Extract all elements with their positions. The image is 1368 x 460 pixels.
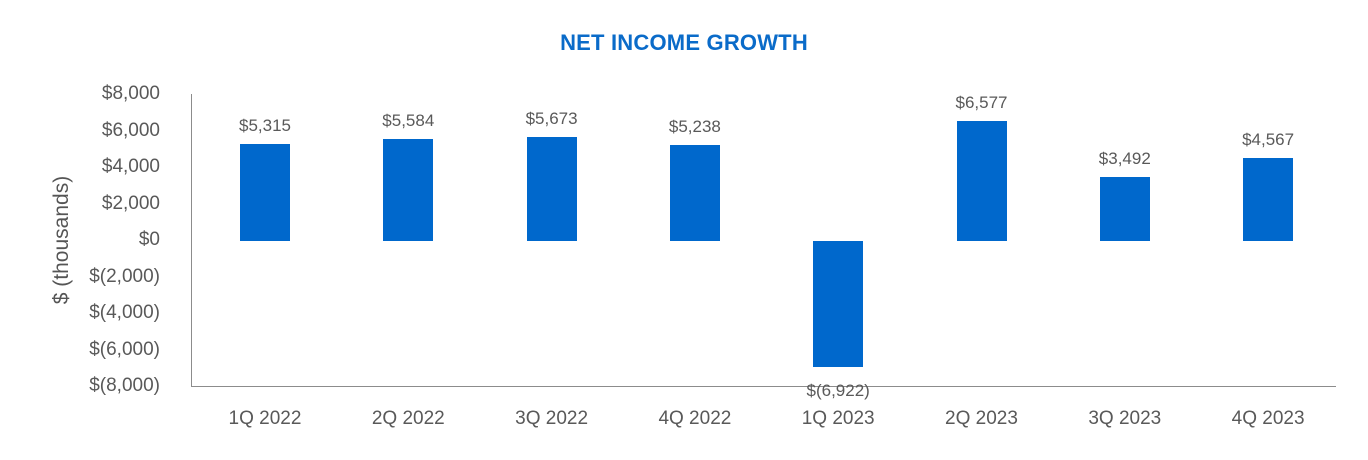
y-tick-label: $4,000: [101, 156, 160, 177]
x-tick-label: 4Q 2023: [1231, 408, 1305, 429]
data-label: $3,492: [1098, 149, 1151, 169]
data-label: $4,567: [1242, 129, 1295, 149]
data-label: $(6,922): [806, 381, 870, 401]
y-tick-label: $2,000: [101, 192, 160, 214]
x-tick-label: 1Q 2023: [801, 408, 875, 429]
bar-4q-2023: [1243, 157, 1294, 241]
x-tick-label: 2Q 2023: [945, 408, 1018, 429]
x-axis-line: [191, 386, 1336, 387]
y-tick-label: $0: [138, 229, 160, 250]
bar-1q-2022: [240, 144, 290, 241]
bar-4q-2022: [669, 145, 720, 241]
y-tick-label: $8,000: [101, 83, 160, 104]
y-axis-line: [191, 94, 192, 387]
y-tick-label: $6,000: [101, 119, 160, 141]
x-tick-label: 3Q 2023: [1088, 408, 1162, 429]
data-label: $5,584: [382, 111, 435, 131]
data-label: $5,315: [239, 116, 291, 135]
bar-3q-2022: [526, 137, 577, 241]
y-tick-label: $(6,000): [89, 338, 160, 360]
x-tick-label: 4Q 2022: [658, 408, 732, 429]
bar-1q-2023: [813, 241, 864, 368]
bar-3q-2023: [1099, 177, 1150, 241]
data-label: $5,673: [525, 109, 578, 129]
y-tick-label: $(8,000): [89, 375, 160, 396]
data-label: $5,238: [668, 117, 721, 137]
data-label: $6,577: [955, 92, 1008, 112]
bar-2q-2023: [956, 120, 1007, 241]
x-tick-label: 2Q 2022: [371, 408, 445, 429]
y-tick-label: $(2,000): [89, 265, 160, 287]
chart-title: NET INCOME GROWTH: [560, 30, 808, 55]
x-tick-label: 1Q 2022: [228, 408, 302, 429]
y-axis-label: $ (thousands): [50, 175, 73, 305]
x-tick-label: 3Q 2022: [515, 408, 589, 429]
bar-2q-2022: [383, 139, 434, 241]
y-tick-label: $(4,000): [89, 302, 160, 323]
